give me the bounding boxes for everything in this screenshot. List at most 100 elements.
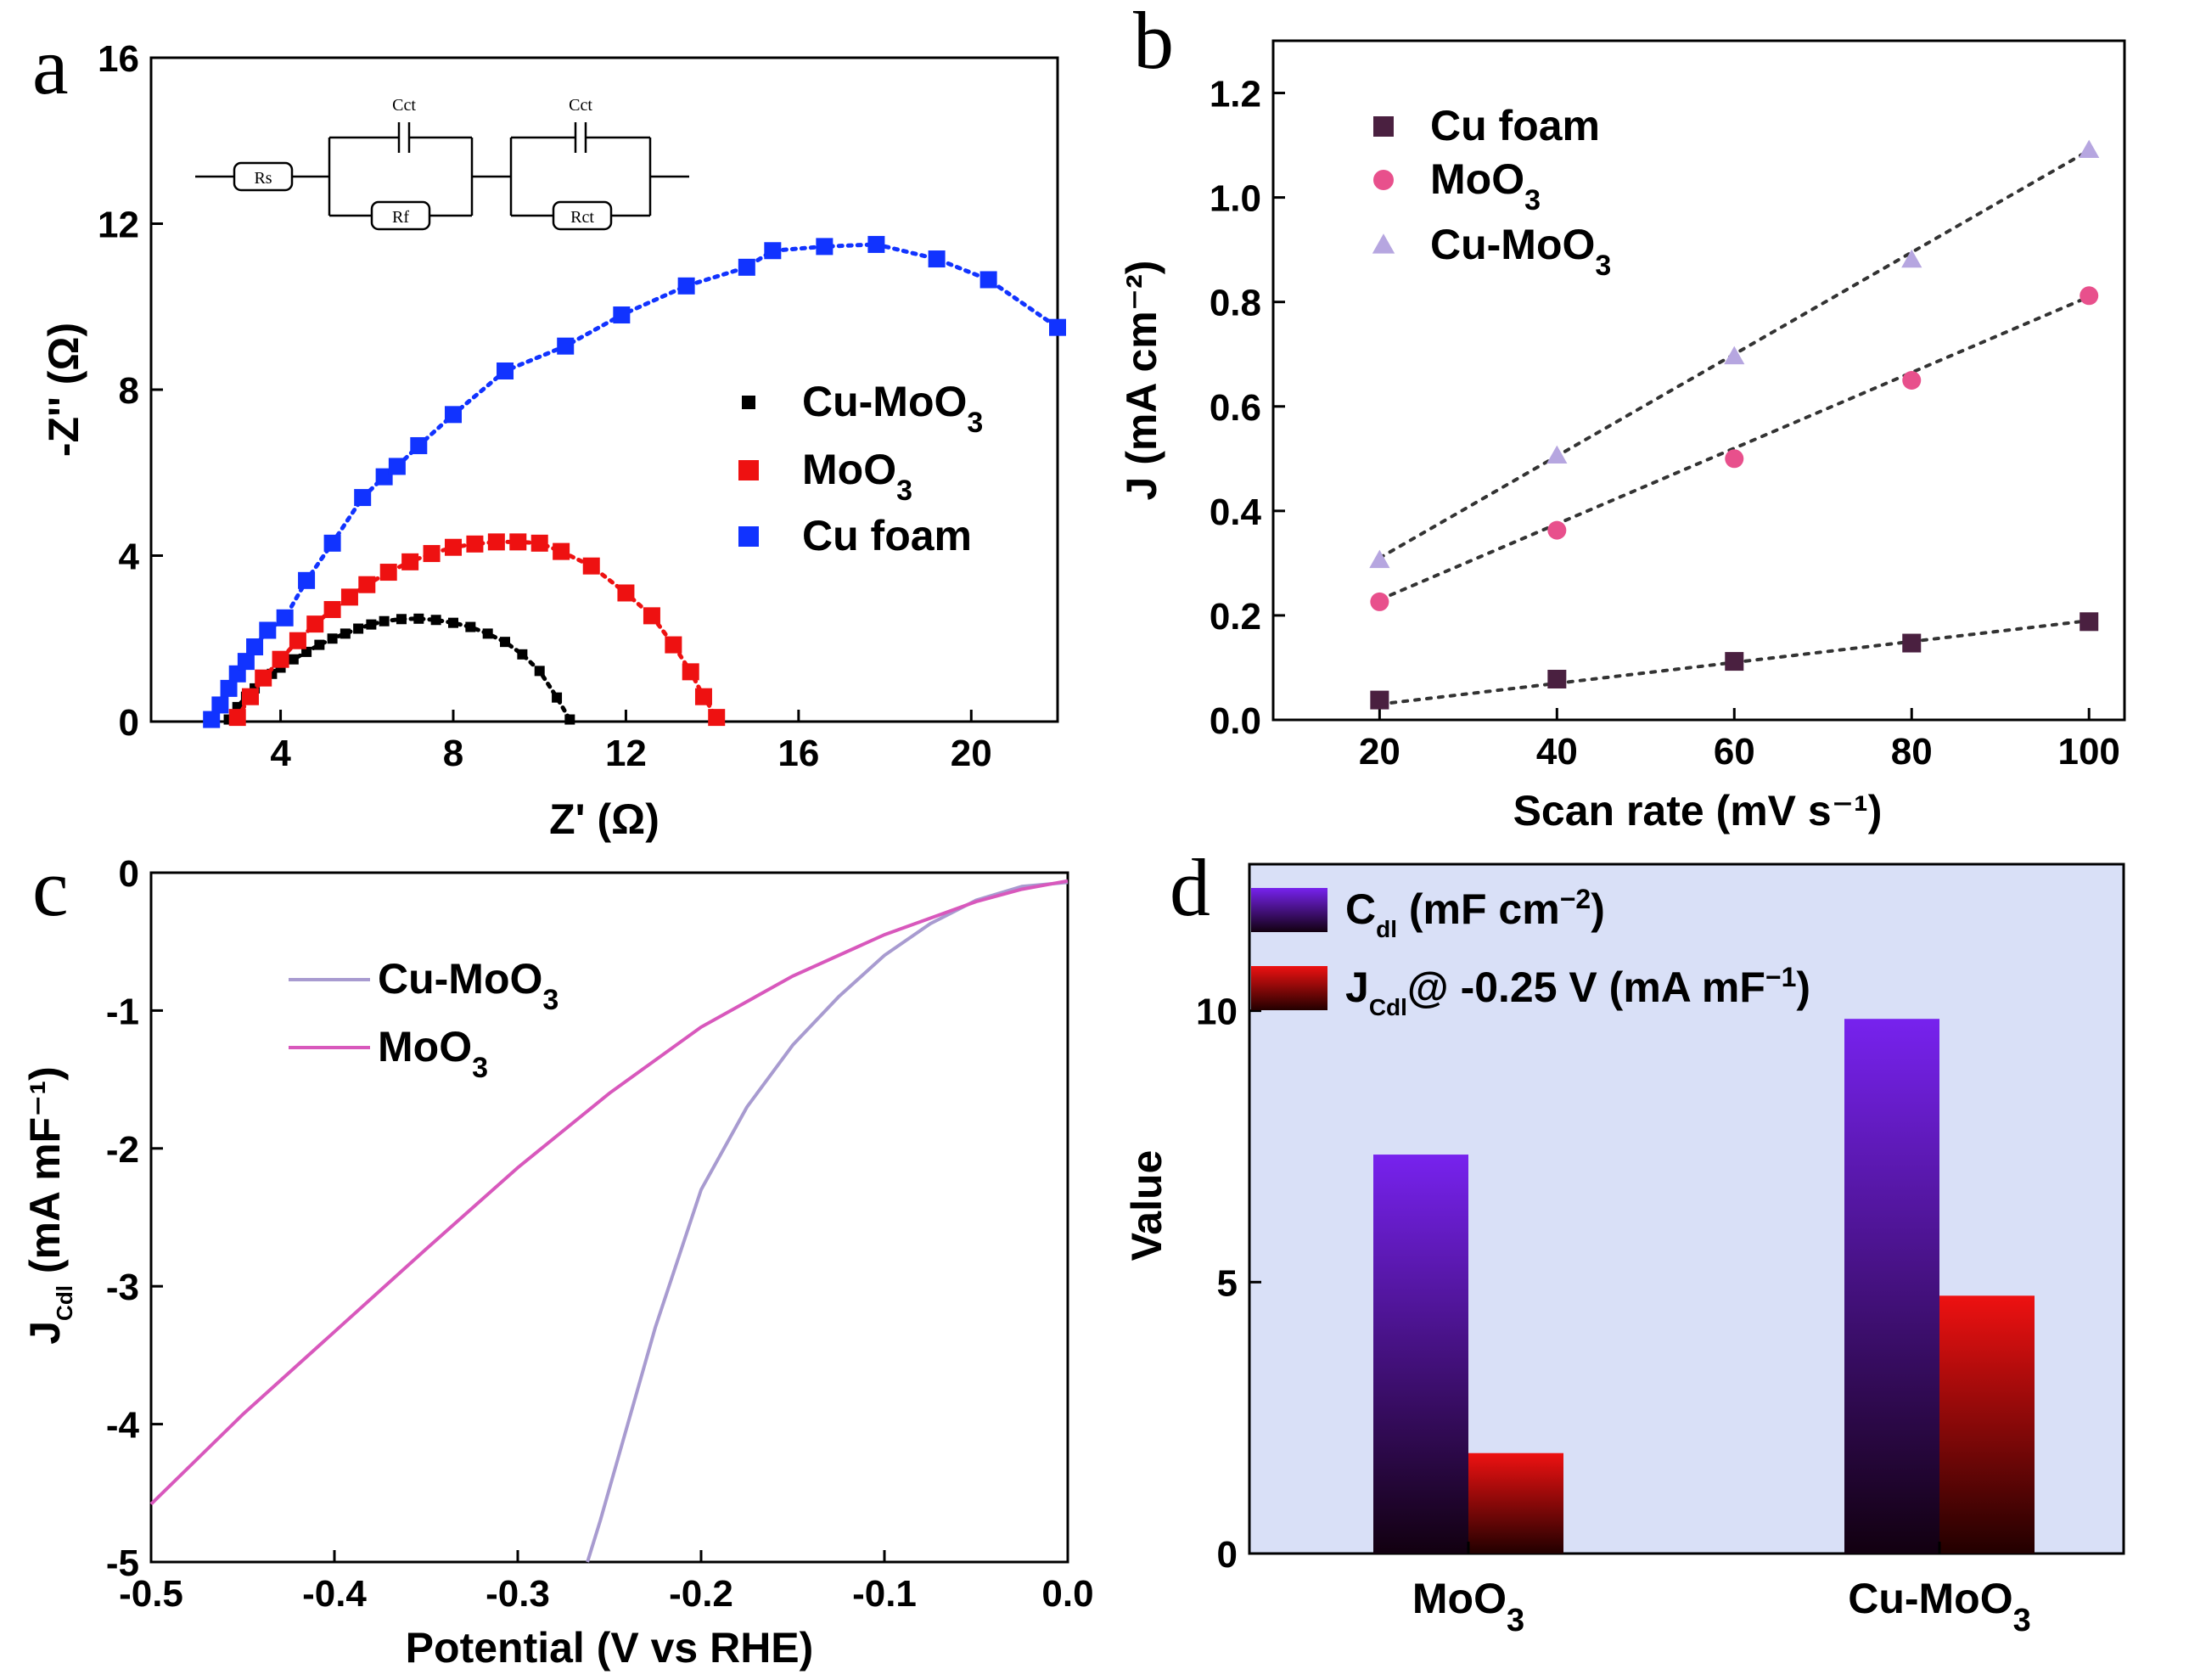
data-point-moo3 bbox=[379, 564, 397, 582]
legend-label: MoO3 bbox=[1430, 155, 1541, 216]
data-point-cu-moo3 bbox=[1724, 346, 1745, 365]
data-point-moo3 bbox=[582, 557, 600, 575]
axis-ticks-a: 4 8 12 16 20 0 4 8 12 16 bbox=[98, 38, 992, 774]
axis-ticks-d: 0 5 10 bbox=[1196, 992, 1261, 1576]
data-point-cu-moo3 bbox=[465, 621, 476, 632]
data-point-cu-moo3 bbox=[301, 646, 312, 657]
panel-label-a: a bbox=[32, 20, 69, 111]
y-tick-label: 0.8 bbox=[1210, 283, 1261, 324]
circuit-label-rct: Rct bbox=[570, 208, 594, 227]
legend-label: MoO3 bbox=[378, 1023, 488, 1084]
data-point-moo3 bbox=[682, 663, 699, 681]
legend-label: Cu foam bbox=[802, 512, 972, 559]
data-point-cu-foam bbox=[276, 609, 294, 626]
data-point-cu-moo3 bbox=[448, 617, 458, 628]
data-point-moo3 bbox=[1725, 449, 1744, 469]
data-point-cu-foam bbox=[445, 406, 462, 424]
data-point-cu-foam bbox=[323, 534, 341, 552]
legend-label: Cu-MoO3 bbox=[1430, 221, 1611, 282]
legend-a: Cu-MoO3 MoO3 Cu foam bbox=[738, 378, 983, 559]
y-tick-label: -1 bbox=[106, 991, 139, 1032]
data-point-cu-moo3 bbox=[340, 628, 351, 639]
data-point-cu-foam bbox=[1370, 690, 1389, 710]
legend-d: Cdl (mF cm−2) JCdl@ -0.25 V (mA mF−1) bbox=[1251, 884, 1810, 1020]
data-point-moo3 bbox=[323, 601, 341, 619]
y-tick-label: 1.0 bbox=[1210, 178, 1261, 220]
line-moo3 bbox=[149, 879, 1069, 1506]
data-point-moo3 bbox=[340, 588, 358, 606]
bars-group-d bbox=[1373, 1019, 2035, 1554]
x-tick-label: -0.1 bbox=[852, 1573, 917, 1615]
y-tick-label: -3 bbox=[106, 1267, 139, 1308]
data-point-cu-moo3 bbox=[379, 615, 390, 626]
panel-d-bar-chart: d 0 5 10 Value Cdl (mF cm−2) JCdl@ -0.25 V … bbox=[1123, 842, 2125, 1638]
plot-frame-b bbox=[1271, 39, 2126, 722]
panel-label-d: d bbox=[1170, 842, 1210, 933]
data-point-moo3 bbox=[228, 709, 246, 727]
data-point-cu-moo3 bbox=[353, 623, 364, 634]
data-point-moo3 bbox=[423, 545, 441, 563]
y-tick-label: -5 bbox=[106, 1542, 139, 1584]
data-point-cu-foam bbox=[354, 489, 372, 507]
data-point-cu-moo3 bbox=[314, 639, 325, 650]
legend-label: Cu-MoO3 bbox=[802, 378, 983, 439]
data-point-moo3 bbox=[241, 688, 259, 705]
legend-label: Cdl (mF cm−2) bbox=[1345, 884, 1605, 942]
y-axis-label-a: -Z'' (Ω) bbox=[40, 323, 87, 457]
data-point-cu-foam bbox=[410, 436, 428, 454]
data-point-cu-foam bbox=[1547, 670, 1567, 688]
bar-cdl-1 bbox=[1844, 1019, 1939, 1554]
y-tick-label: 0.4 bbox=[1210, 492, 1262, 533]
data-point-cu-foam bbox=[497, 362, 514, 380]
category-label: Cu-MoO3 bbox=[1848, 1575, 2031, 1638]
data-point-cu-moo3 bbox=[482, 628, 493, 639]
equivalent-circuit-inset bbox=[195, 122, 689, 231]
legend-marker bbox=[1373, 170, 1394, 190]
data-point-cu-foam bbox=[816, 238, 834, 256]
data-point-cu-foam bbox=[375, 468, 393, 486]
x-tick-label: 20 bbox=[1359, 731, 1400, 773]
legend-label: Cu foam bbox=[1430, 102, 1600, 149]
data-point-cu-foam bbox=[557, 337, 575, 355]
legend-label: Cu-MoO3 bbox=[378, 955, 558, 1016]
axis-ticks-b: 20 40 60 80 100 0.0 0.2 0.4 0.6 0.8 1.0 1.2 bbox=[1210, 74, 2120, 773]
axis-ticks-c: -0.5 -0.4 -0.3 -0.2 -0.1 0.0 -5 -4 -3 -2 -1 0 bbox=[106, 853, 1094, 1615]
fit-curve-2 bbox=[209, 242, 1060, 722]
data-point-moo3 bbox=[401, 553, 419, 570]
data-point-moo3 bbox=[1547, 520, 1567, 540]
panel-label-b: b bbox=[1133, 0, 1174, 86]
bar-jcdl-1 bbox=[1939, 1295, 2035, 1554]
legend-swatch bbox=[1251, 888, 1327, 932]
y-tick-label: 8 bbox=[119, 370, 139, 412]
legend-swatch bbox=[1251, 966, 1327, 1010]
data-point-cu-foam bbox=[211, 696, 229, 714]
data-point-cu-moo3 bbox=[288, 654, 299, 665]
data-point-cu-moo3 bbox=[2079, 139, 2100, 159]
y-tick-label: 16 bbox=[98, 38, 139, 80]
data-point-cu-moo3 bbox=[396, 614, 407, 625]
x-tick-label: 20 bbox=[951, 733, 992, 774]
data-point-cu-moo3 bbox=[1901, 249, 1922, 268]
y-tick-label: 0.6 bbox=[1210, 387, 1261, 429]
x-tick-label: 80 bbox=[1891, 731, 1933, 773]
legend-marker bbox=[1373, 116, 1394, 137]
data-point-moo3 bbox=[289, 632, 306, 649]
y-tick-label: 1.2 bbox=[1210, 74, 1261, 115]
legend-c: Cu-MoO3 MoO3 bbox=[289, 955, 558, 1084]
legend-marker bbox=[738, 460, 759, 480]
data-point-cu-moo3 bbox=[534, 666, 545, 677]
y-tick-label: -4 bbox=[106, 1405, 140, 1447]
data-point-cu-moo3 bbox=[552, 692, 563, 703]
data-point-cu-moo3 bbox=[413, 613, 424, 624]
data-point-cu-foam bbox=[928, 250, 946, 268]
x-axis-label-b: Scan rate (mV s⁻¹) bbox=[1513, 787, 1883, 834]
data-point-cu-foam bbox=[979, 271, 997, 289]
panel-label-c: c bbox=[32, 842, 69, 933]
line-cu-moo3 bbox=[586, 880, 1069, 1563]
data-point-cu-foam bbox=[298, 571, 316, 589]
x-tick-label: 4 bbox=[270, 733, 291, 774]
y-tick-label: 4 bbox=[119, 537, 140, 578]
data-point-cu-foam bbox=[237, 653, 255, 671]
y-tick-label: 0 bbox=[119, 702, 139, 744]
